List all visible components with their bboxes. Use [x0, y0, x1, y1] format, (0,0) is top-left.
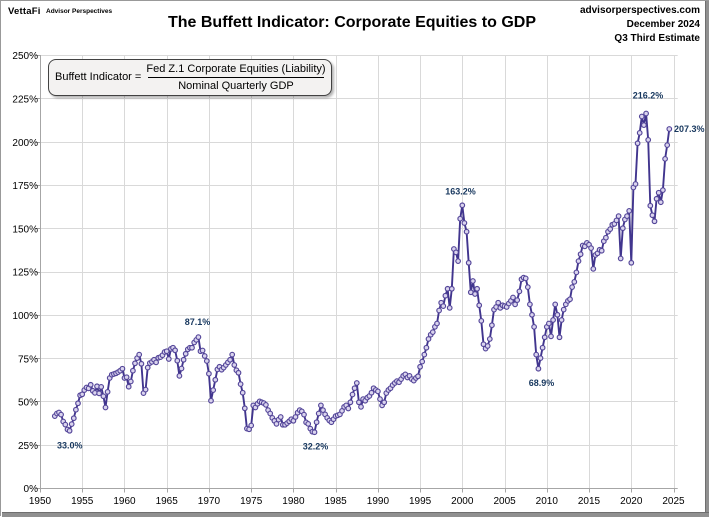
svg-text:2015: 2015 — [578, 496, 601, 507]
svg-text:2005: 2005 — [493, 496, 516, 507]
svg-text:2025: 2025 — [662, 496, 685, 507]
svg-text:1965: 1965 — [156, 496, 179, 507]
svg-text:1960: 1960 — [113, 496, 136, 507]
svg-text:1995: 1995 — [409, 496, 432, 507]
svg-text:125%: 125% — [12, 268, 38, 279]
svg-text:150%: 150% — [12, 224, 38, 235]
svg-text:1970: 1970 — [198, 496, 221, 507]
svg-text:2010: 2010 — [536, 496, 559, 507]
svg-text:0%: 0% — [24, 484, 39, 495]
svg-text:1975: 1975 — [240, 496, 263, 507]
svg-text:100%: 100% — [12, 311, 38, 322]
svg-text:225%: 225% — [12, 95, 38, 106]
svg-text:207.3%: 207.3% — [674, 124, 705, 134]
svg-text:1990: 1990 — [367, 496, 390, 507]
svg-text:163.2%: 163.2% — [445, 187, 476, 197]
svg-text:2000: 2000 — [451, 496, 474, 507]
svg-text:200%: 200% — [12, 138, 38, 149]
svg-text:68.9%: 68.9% — [529, 378, 555, 388]
svg-text:32.2%: 32.2% — [303, 442, 329, 452]
svg-text:216.2%: 216.2% — [633, 91, 664, 101]
svg-text:1955: 1955 — [71, 496, 94, 507]
svg-text:2020: 2020 — [620, 496, 643, 507]
svg-text:250%: 250% — [12, 51, 38, 62]
svg-text:75%: 75% — [18, 354, 38, 365]
svg-text:50%: 50% — [18, 398, 38, 409]
svg-text:87.1%: 87.1% — [185, 317, 211, 327]
svg-text:175%: 175% — [12, 181, 38, 192]
svg-text:1985: 1985 — [324, 496, 347, 507]
svg-text:25%: 25% — [18, 441, 38, 452]
svg-text:33.0%: 33.0% — [57, 441, 83, 451]
svg-text:1980: 1980 — [282, 496, 305, 507]
svg-text:1950: 1950 — [29, 496, 52, 507]
